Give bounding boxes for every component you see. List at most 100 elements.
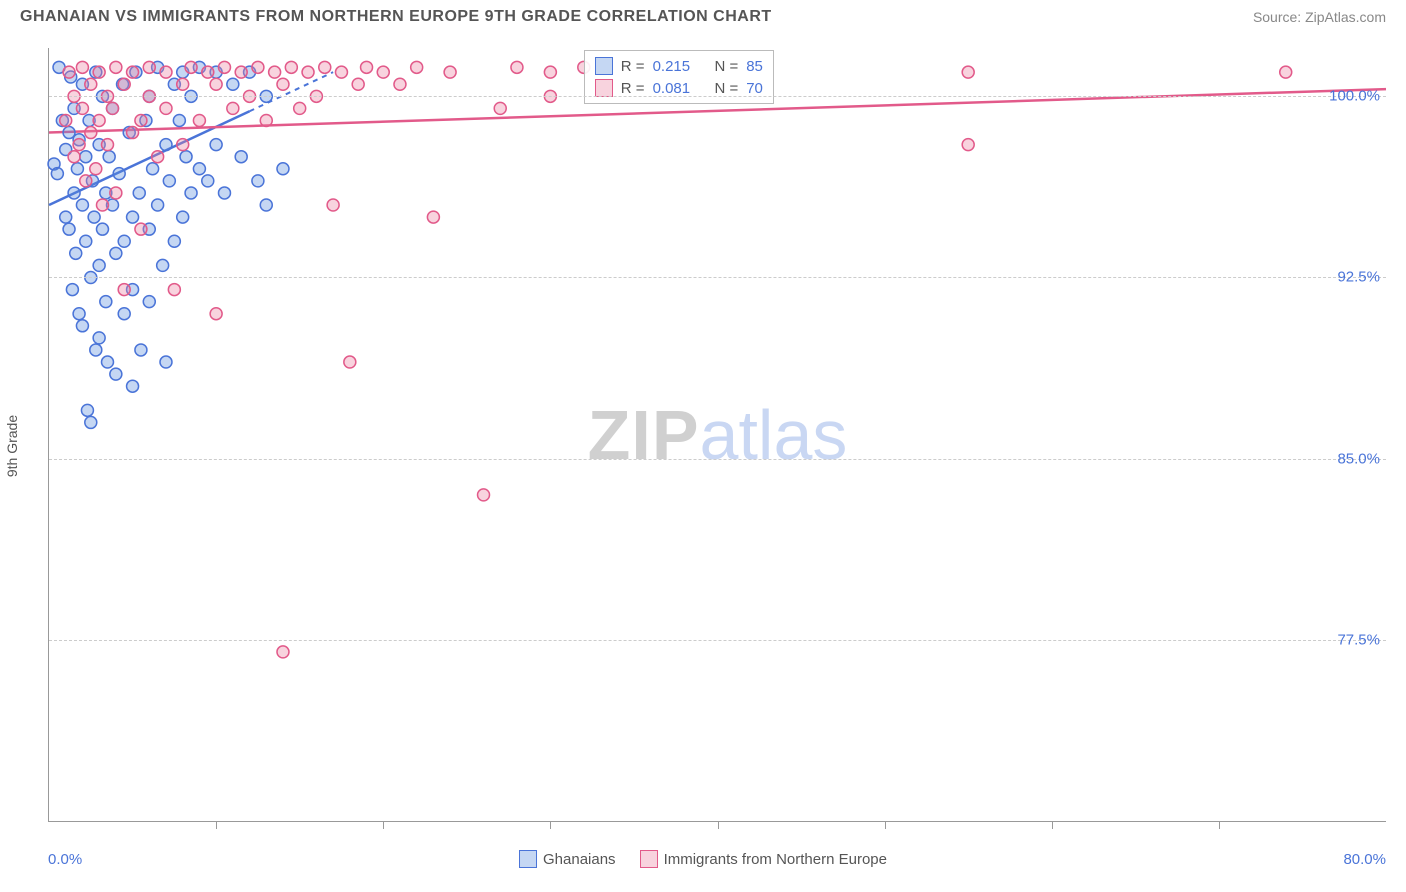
- data-point: [152, 151, 164, 163]
- stats-r-label: R =: [621, 80, 645, 97]
- data-point: [160, 102, 172, 114]
- data-point: [173, 114, 185, 126]
- data-point: [352, 78, 364, 90]
- data-point: [143, 296, 155, 308]
- x-tick: [885, 821, 886, 829]
- data-point: [157, 259, 169, 271]
- data-point: [76, 320, 88, 332]
- data-point: [66, 284, 78, 296]
- data-point: [160, 139, 172, 151]
- data-point: [93, 114, 105, 126]
- data-point: [73, 139, 85, 151]
- data-point: [63, 223, 75, 235]
- data-point: [160, 356, 172, 368]
- data-point: [478, 489, 490, 501]
- data-point: [51, 168, 63, 180]
- data-point: [135, 223, 147, 235]
- data-point: [127, 380, 139, 392]
- data-point: [177, 78, 189, 90]
- data-point: [110, 247, 122, 259]
- data-point: [147, 163, 159, 175]
- data-point: [96, 199, 108, 211]
- data-point: [185, 187, 197, 199]
- data-point: [335, 66, 347, 78]
- data-point: [177, 211, 189, 223]
- y-tick-label: 77.5%: [1337, 631, 1380, 648]
- data-point: [113, 168, 125, 180]
- data-point: [210, 139, 222, 151]
- data-point: [227, 102, 239, 114]
- data-point: [85, 416, 97, 428]
- data-point: [962, 66, 974, 78]
- stats-n-value-a: 85: [746, 58, 763, 75]
- data-point: [185, 61, 197, 73]
- data-point: [96, 223, 108, 235]
- data-point: [135, 344, 147, 356]
- data-point: [218, 187, 230, 199]
- data-point: [85, 78, 97, 90]
- legend-label-b: Immigrants from Northern Europe: [664, 851, 887, 868]
- data-point: [394, 78, 406, 90]
- data-point: [302, 66, 314, 78]
- data-point: [110, 368, 122, 380]
- data-point: [93, 259, 105, 271]
- data-point: [163, 175, 175, 187]
- data-point: [118, 78, 130, 90]
- data-point: [80, 175, 92, 187]
- data-point: [76, 199, 88, 211]
- data-point: [70, 247, 82, 259]
- data-point: [202, 175, 214, 187]
- data-point: [133, 187, 145, 199]
- data-point: [68, 151, 80, 163]
- data-point: [177, 139, 189, 151]
- legend-swatch-a: [519, 850, 537, 868]
- data-point: [152, 199, 164, 211]
- data-point: [76, 102, 88, 114]
- data-point: [80, 151, 92, 163]
- data-point: [60, 114, 72, 126]
- data-point: [127, 66, 139, 78]
- data-point: [327, 199, 339, 211]
- legend-item-b: Immigrants from Northern Europe: [640, 850, 887, 868]
- data-point: [193, 114, 205, 126]
- data-point: [118, 308, 130, 320]
- y-tick-label: 85.0%: [1337, 450, 1380, 467]
- data-point: [1280, 66, 1292, 78]
- data-point: [252, 61, 264, 73]
- data-point: [411, 61, 423, 73]
- data-point: [80, 235, 92, 247]
- data-point: [227, 78, 239, 90]
- data-point: [88, 211, 100, 223]
- data-point: [427, 211, 439, 223]
- data-point: [377, 66, 389, 78]
- stats-r-label: R =: [621, 58, 645, 75]
- data-point: [511, 61, 523, 73]
- data-point: [100, 296, 112, 308]
- data-point: [269, 66, 281, 78]
- data-point: [135, 114, 147, 126]
- data-point: [168, 235, 180, 247]
- data-point: [294, 102, 306, 114]
- scatter-svg: [49, 48, 1386, 821]
- data-point: [85, 127, 97, 139]
- legend-item-a: Ghanaians: [519, 850, 616, 868]
- data-point: [494, 102, 506, 114]
- data-point: [361, 61, 373, 73]
- data-point: [544, 66, 556, 78]
- gridline-h: [49, 459, 1386, 460]
- data-point: [110, 61, 122, 73]
- data-point: [90, 163, 102, 175]
- y-tick-label: 100.0%: [1329, 88, 1380, 105]
- gridline-h: [49, 640, 1386, 641]
- data-point: [93, 66, 105, 78]
- stats-swatch-b: [595, 79, 613, 97]
- data-point: [218, 61, 230, 73]
- stats-r-value-b: 0.081: [653, 80, 691, 97]
- data-point: [118, 235, 130, 247]
- data-point: [76, 61, 88, 73]
- data-point: [210, 78, 222, 90]
- data-point: [103, 151, 115, 163]
- stats-n-value-b: 70: [746, 80, 763, 97]
- data-point: [962, 139, 974, 151]
- data-point: [60, 211, 72, 223]
